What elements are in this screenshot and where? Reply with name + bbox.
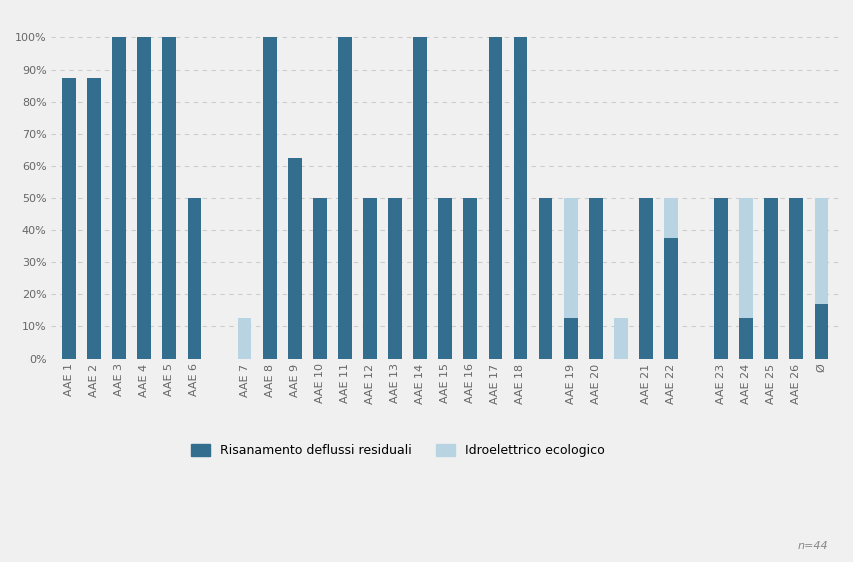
Bar (814, 304, 827, 359)
Bar (438, 198, 451, 359)
Bar (162, 38, 176, 359)
Bar (488, 38, 502, 359)
Bar (137, 38, 151, 359)
Bar (413, 38, 426, 359)
Bar (237, 319, 251, 359)
Bar (263, 198, 276, 359)
Bar (488, 198, 502, 359)
Bar (162, 198, 176, 359)
Bar (113, 198, 126, 359)
Legend: Risanamento deflussi residuali, Idroelettrico ecologico: Risanamento deflussi residuali, Idroelet… (186, 439, 609, 463)
Bar (513, 237, 527, 359)
Bar (538, 198, 552, 359)
Bar (338, 198, 351, 359)
Bar (363, 198, 376, 359)
Bar (188, 198, 201, 359)
Bar (363, 198, 376, 359)
Bar (788, 198, 803, 359)
Bar (263, 38, 276, 359)
Bar (438, 198, 451, 359)
Bar (137, 198, 151, 359)
Bar (513, 38, 527, 359)
Bar (588, 319, 602, 359)
Bar (413, 198, 426, 359)
Bar (638, 198, 652, 359)
Bar (713, 198, 727, 359)
Bar (287, 158, 301, 359)
Bar (613, 319, 627, 359)
Bar (388, 198, 402, 359)
Bar (62, 198, 76, 359)
Bar (563, 198, 577, 359)
Bar (563, 319, 577, 359)
Bar (538, 237, 552, 359)
Bar (312, 198, 327, 359)
Bar (763, 198, 777, 359)
Bar (113, 38, 126, 359)
Bar (62, 78, 76, 359)
Bar (664, 198, 677, 359)
Bar (788, 198, 803, 359)
Bar (87, 78, 101, 359)
Bar (638, 198, 652, 359)
Bar (312, 198, 327, 359)
Bar (739, 319, 752, 359)
Bar (463, 198, 477, 359)
Bar (814, 198, 827, 359)
Bar (338, 38, 351, 359)
Bar (763, 198, 777, 359)
Bar (188, 198, 201, 359)
Bar (713, 198, 727, 359)
Text: n=44: n=44 (797, 541, 827, 551)
Bar (388, 198, 402, 359)
Bar (588, 198, 602, 359)
Bar (463, 198, 477, 359)
Bar (87, 198, 101, 359)
Bar (739, 198, 752, 359)
Bar (287, 198, 301, 359)
Bar (664, 238, 677, 359)
